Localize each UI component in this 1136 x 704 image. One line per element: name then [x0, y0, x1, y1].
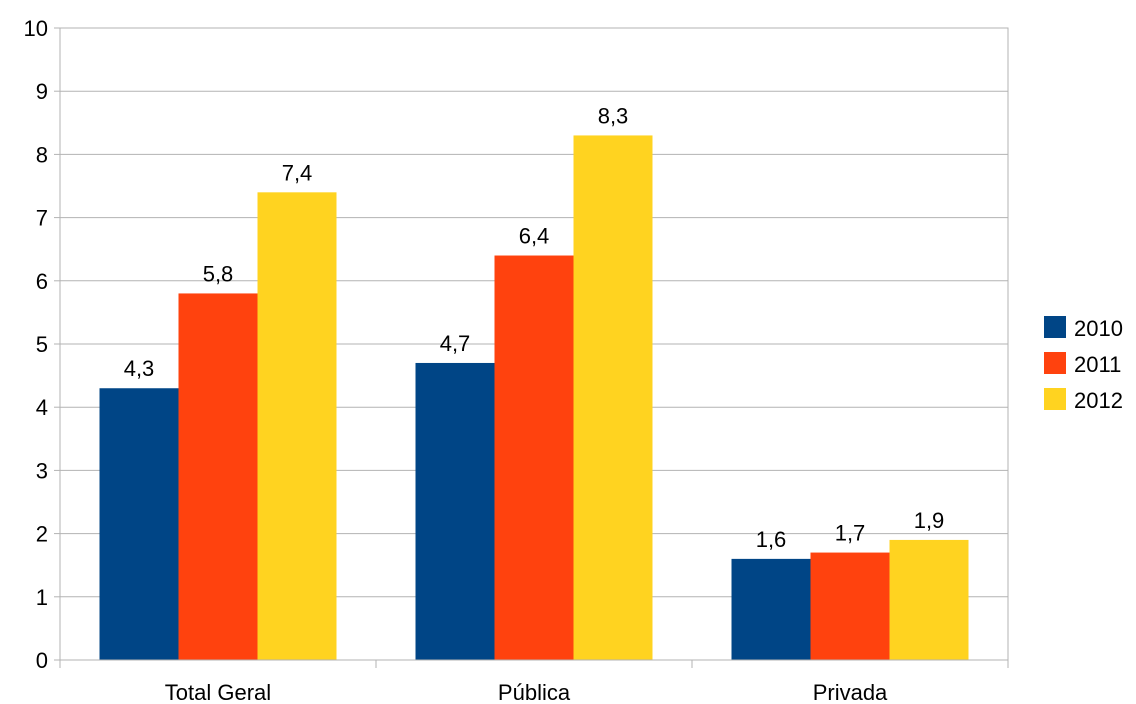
bar-2010-2: [731, 558, 811, 660]
data-label: 6,4: [519, 224, 550, 249]
y-tick-label: 4: [36, 395, 48, 420]
bar-2012-1: [573, 135, 653, 660]
legend-swatch-2012: [1044, 388, 1066, 410]
bar-2012-2: [889, 539, 969, 660]
data-label: 5,8: [203, 261, 234, 286]
bars: [99, 135, 969, 660]
data-label: 1,9: [914, 508, 945, 533]
data-label: 4,3: [124, 356, 155, 381]
legend-label: 2011: [1074, 352, 1121, 377]
axes: 0 1 2 3 4 5 6 7 8 9 10 Total Geral Pública Privada: [24, 16, 1009, 704]
bar-2010-1: [415, 362, 495, 660]
data-label: 1,6: [756, 527, 787, 552]
y-tick-label: 7: [36, 206, 48, 231]
legend-swatch-2010: [1044, 316, 1066, 338]
bar-2011-2: [810, 552, 890, 660]
y-tick-label: 0: [36, 648, 48, 673]
y-tick-label: 10: [24, 16, 48, 41]
y-tick-label: 5: [36, 332, 48, 357]
y-tick-label: 8: [36, 142, 48, 167]
bar-2010-0: [99, 388, 179, 660]
legend: 2010 2011 2012: [1044, 316, 1123, 413]
data-label: 7,4: [282, 160, 313, 185]
y-tick-label: 3: [36, 458, 48, 483]
y-tick-label: 1: [36, 585, 48, 610]
bar-2012-0: [257, 192, 337, 660]
legend-swatch-2011: [1044, 352, 1066, 374]
bar-2011-0: [178, 293, 258, 660]
x-category-label: Total Geral: [165, 680, 271, 704]
data-labels: 4,3 5,8 7,4 4,7 6,4 8,3 1,6 1,7 1,9: [124, 103, 945, 551]
y-tick-label: 2: [36, 522, 48, 547]
legend-label: 2010: [1074, 316, 1123, 341]
data-label: 4,7: [440, 331, 471, 356]
data-label: 8,3: [598, 103, 629, 128]
x-category-label: Privada: [813, 680, 888, 704]
x-category-label: Pública: [498, 680, 571, 704]
plot-frame: [59, 27, 1009, 661]
y-tick-label: 6: [36, 269, 48, 294]
bar-2011-1: [494, 255, 574, 660]
y-tick-label: 9: [36, 79, 48, 104]
data-label: 1,7: [835, 521, 866, 546]
legend-label: 2012: [1074, 388, 1123, 413]
